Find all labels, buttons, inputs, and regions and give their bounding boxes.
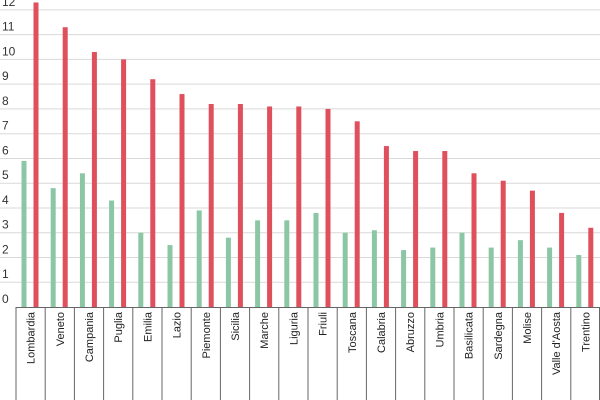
- x-tick-label: Campania: [84, 311, 96, 362]
- green-bar: [50, 188, 56, 307]
- green-bar: [459, 232, 465, 307]
- red-bar: [62, 27, 68, 307]
- x-tick-label: Emilia: [142, 311, 154, 342]
- y-tick-label: 1: [2, 267, 9, 281]
- x-tick-label: Trentino: [580, 312, 592, 352]
- category-separators: [15, 307, 600, 400]
- red-bar: [442, 151, 448, 307]
- y-tick-label: 4: [2, 193, 9, 207]
- x-tick-label: Liguria: [288, 311, 300, 345]
- y-tick-label: 11: [2, 20, 15, 34]
- x-tick-label: Lombardia: [26, 311, 38, 364]
- red-bar: [354, 121, 360, 307]
- y-tick-label: 2: [2, 242, 9, 256]
- red-bar: [267, 106, 273, 307]
- red-bar: [91, 51, 97, 307]
- x-tick-label: Abruzzo: [405, 312, 417, 352]
- red-bar: [325, 108, 331, 307]
- green-bar: [488, 247, 494, 307]
- red-bar: [588, 227, 594, 307]
- x-tick-label: Sicilia: [230, 311, 242, 341]
- y-tick-label: 10: [2, 44, 16, 58]
- bars: [21, 2, 594, 308]
- green-bar: [371, 230, 377, 307]
- green-bar: [196, 210, 202, 307]
- red-bar: [296, 106, 302, 307]
- x-tick-label: Veneto: [55, 312, 67, 346]
- red-bar: [500, 180, 506, 307]
- y-tick-label: 9: [2, 69, 9, 83]
- red-bar: [121, 59, 127, 307]
- green-bar: [21, 160, 27, 307]
- x-tick-label: Puglia: [113, 311, 125, 342]
- green-bar: [167, 245, 173, 307]
- red-bar: [559, 212, 565, 307]
- x-tick-label: Calabria: [376, 311, 388, 353]
- x-tick-label: Sardegna: [493, 311, 505, 360]
- x-tick-label: Basilicata: [464, 311, 476, 359]
- x-tick-label: Piemonte: [201, 312, 213, 358]
- green-bar: [401, 250, 407, 307]
- green-bar: [342, 232, 348, 307]
- y-tick-label: 6: [2, 143, 9, 157]
- green-bar: [255, 220, 261, 307]
- y-tick-label: 12: [2, 0, 16, 9]
- y-tick-label: 0: [2, 292, 9, 306]
- red-bar: [208, 103, 214, 307]
- green-bar: [313, 212, 319, 307]
- x-tick-label: Friuli: [318, 312, 330, 336]
- red-bar: [33, 2, 39, 308]
- y-tick-label: 8: [2, 94, 9, 108]
- red-bar: [413, 151, 419, 307]
- green-bar: [225, 237, 231, 307]
- x-tick-label: Umbria: [434, 311, 446, 347]
- x-tick-label: Marche: [259, 312, 271, 349]
- x-tick-label: Valle d'Aosta: [551, 311, 563, 375]
- green-bar: [138, 232, 144, 307]
- green-bar: [79, 173, 85, 307]
- green-bar: [430, 247, 436, 307]
- green-bar: [517, 240, 523, 307]
- green-bar: [284, 220, 290, 307]
- x-tick-label: Molise: [522, 312, 534, 344]
- red-bar: [383, 146, 389, 307]
- x-tick-label: Lazio: [172, 312, 184, 338]
- red-bar: [529, 190, 535, 307]
- red-bar: [179, 94, 185, 307]
- x-axis-labels: Lombardia Veneto Campania Puglia Emilia Lazio…: [26, 311, 593, 375]
- y-tick-label: 7: [2, 119, 9, 133]
- y-tick-label: 3: [2, 218, 9, 232]
- x-tick-label: Toscana: [347, 311, 359, 353]
- red-bar: [471, 173, 477, 307]
- green-bar: [547, 247, 553, 307]
- green-bar: [576, 255, 582, 307]
- y-tick-label: 5: [2, 168, 9, 182]
- red-bar: [237, 103, 243, 307]
- green-bar: [109, 200, 115, 307]
- red-bar: [150, 79, 156, 308]
